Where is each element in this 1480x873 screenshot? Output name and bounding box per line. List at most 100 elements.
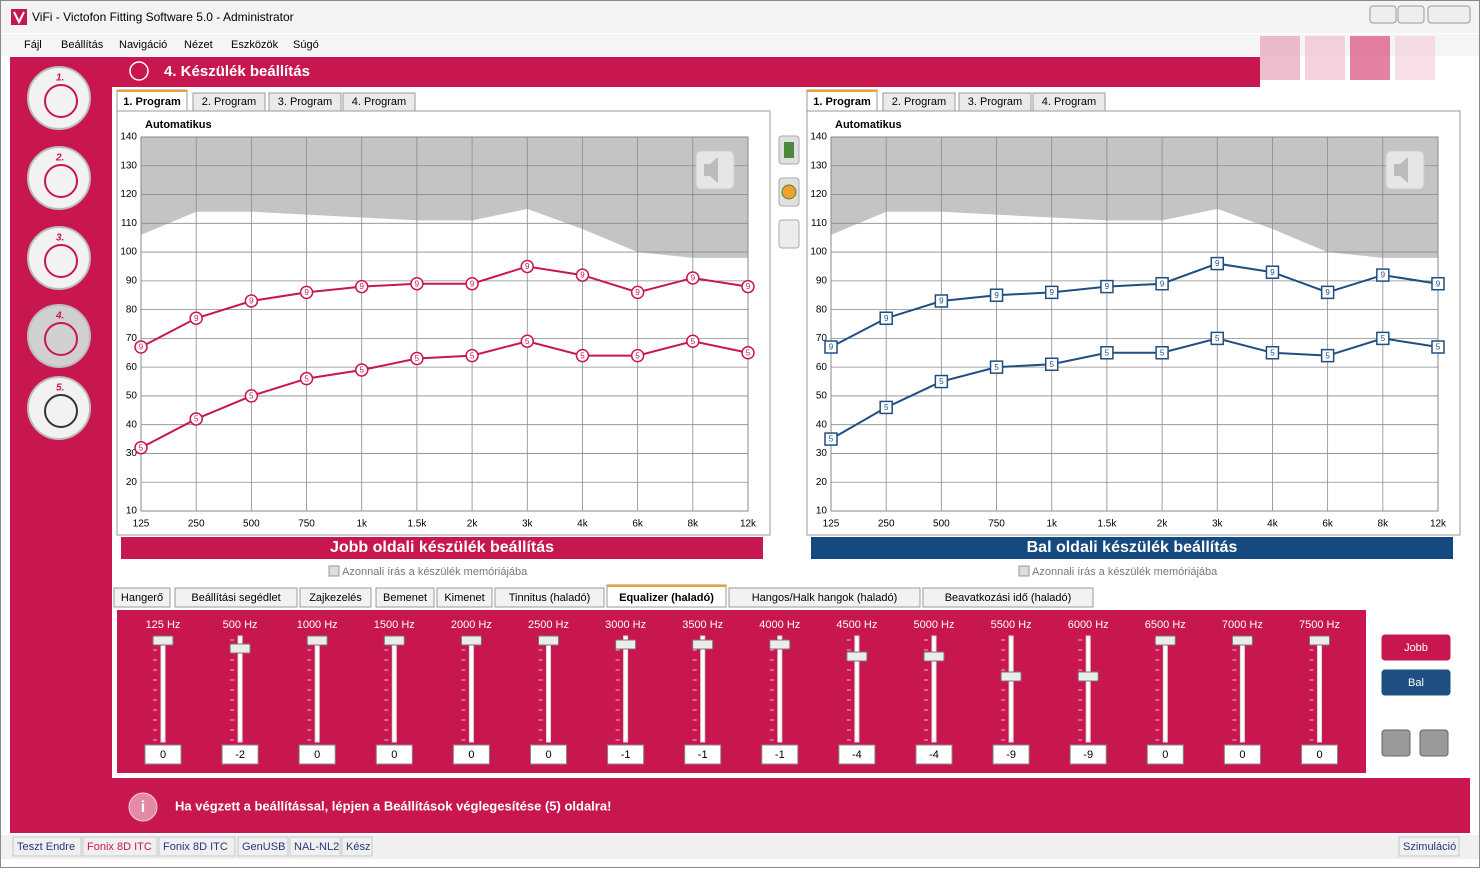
slider-thumb[interactable] bbox=[1077, 671, 1099, 682]
curve-marker bbox=[879, 311, 893, 325]
tool-icon bbox=[784, 142, 794, 158]
band-label: 6500 Hz bbox=[1145, 619, 1186, 631]
y-tick-label: 20 bbox=[816, 477, 828, 488]
menu-item[interactable]: Navigáció bbox=[119, 39, 167, 51]
marker-label: 9 bbox=[1050, 288, 1055, 297]
menu-bar bbox=[1, 34, 1479, 56]
message-text: Ha végzett a beállítással, lépjen a Beál… bbox=[175, 798, 611, 813]
slider-thumb[interactable] bbox=[460, 635, 482, 646]
settings-tab[interactable] bbox=[299, 587, 372, 608]
band-value: -9 bbox=[1083, 749, 1093, 761]
marker-label: 9 bbox=[1436, 279, 1441, 288]
slider-thumb[interactable] bbox=[692, 639, 714, 650]
settings-tab[interactable] bbox=[436, 587, 493, 608]
value-box bbox=[452, 744, 490, 765]
chart-mode-label: Automatikus bbox=[145, 119, 212, 131]
step-button[interactable] bbox=[27, 66, 91, 130]
step-button[interactable] bbox=[27, 226, 91, 290]
marker-label: 9 bbox=[1325, 288, 1330, 297]
tool-button[interactable] bbox=[778, 219, 800, 249]
band-value: -4 bbox=[852, 749, 862, 761]
x-tick-label: 8k bbox=[1378, 519, 1390, 530]
slider-thumb[interactable] bbox=[1309, 635, 1330, 646]
step-icon bbox=[44, 244, 78, 278]
maximize-button[interactable] bbox=[1397, 5, 1425, 24]
logo-blur bbox=[1350, 36, 1390, 80]
marker-label: 5 bbox=[139, 443, 144, 452]
x-tick-label: 1k bbox=[1046, 519, 1058, 530]
marker-label: 9 bbox=[746, 282, 751, 291]
step-button[interactable] bbox=[27, 304, 91, 368]
curve-marker bbox=[1044, 285, 1059, 300]
settings-tab[interactable] bbox=[174, 587, 298, 608]
marker-label: 5 bbox=[470, 351, 475, 360]
slider-thumb[interactable] bbox=[538, 635, 559, 646]
curve-marker bbox=[1431, 276, 1445, 291]
settings-tab[interactable] bbox=[922, 587, 1094, 608]
step-button[interactable] bbox=[27, 146, 91, 210]
settings-tab[interactable] bbox=[375, 587, 435, 608]
slider-thumb[interactable] bbox=[1000, 671, 1022, 682]
slider-thumb[interactable] bbox=[615, 639, 637, 650]
minimize-button[interactable] bbox=[1369, 5, 1397, 24]
plot-border bbox=[140, 136, 749, 512]
status-text: NAL-NL2 bbox=[294, 841, 339, 853]
x-tick-label: 1k bbox=[356, 519, 368, 530]
slider-thumb[interactable] bbox=[1154, 635, 1176, 646]
menu-item[interactable]: Súgó bbox=[293, 39, 319, 51]
curve-marker bbox=[934, 374, 949, 389]
side-banner bbox=[811, 537, 1453, 559]
eq-tool-button[interactable] bbox=[1419, 729, 1449, 757]
side-button[interactable] bbox=[1380, 668, 1452, 697]
value-box bbox=[298, 744, 336, 765]
status-text: Fonix 8D ITC bbox=[87, 841, 152, 853]
slider-thumb[interactable] bbox=[306, 635, 328, 646]
step-button[interactable] bbox=[27, 376, 91, 440]
x-tick-label: 1.5k bbox=[407, 519, 427, 530]
marker-label: 9 bbox=[1215, 259, 1220, 268]
menu-item[interactable]: Fájl bbox=[24, 39, 42, 51]
menu-item[interactable]: Nézet bbox=[184, 39, 213, 51]
settings-tab-label: Zajkezelés bbox=[309, 592, 362, 604]
program-tab-label: 3. Program bbox=[278, 96, 332, 108]
band-label: 6000 Hz bbox=[1068, 619, 1109, 631]
eq-tool-button[interactable] bbox=[1381, 729, 1411, 757]
close-button[interactable] bbox=[1427, 5, 1471, 24]
slider-thumb[interactable] bbox=[229, 643, 251, 654]
settings-tab-label: Beavatkozási idő (haladó) bbox=[945, 592, 1072, 604]
curve-marker bbox=[134, 440, 148, 455]
band-value: 0 bbox=[391, 749, 397, 761]
menu-item[interactable]: Beállítás bbox=[61, 39, 104, 51]
marker-label: 9 bbox=[884, 314, 889, 323]
y-tick-label: 140 bbox=[810, 132, 827, 143]
settings-tab[interactable] bbox=[728, 587, 921, 608]
curve-marker bbox=[299, 285, 314, 300]
settings-tab[interactable] bbox=[494, 587, 605, 608]
status-cell bbox=[237, 836, 289, 857]
slider-thumb[interactable] bbox=[769, 639, 791, 650]
checkbox-label: Azonnali írás a készülék memóriájába bbox=[342, 566, 528, 578]
marker-label: 9 bbox=[1270, 268, 1275, 277]
curve-marker bbox=[575, 348, 590, 363]
settings-tab[interactable] bbox=[113, 587, 171, 608]
band-label: 7000 Hz bbox=[1222, 619, 1263, 631]
program-tab-label: 1. Program bbox=[813, 96, 871, 108]
y-tick-label: 80 bbox=[816, 304, 828, 315]
curve-marker bbox=[824, 340, 838, 354]
menu-item[interactable]: Eszközök bbox=[231, 39, 279, 51]
checkbox[interactable] bbox=[1018, 565, 1030, 577]
y-tick-label: 40 bbox=[816, 419, 828, 430]
checkbox[interactable] bbox=[328, 565, 340, 577]
slider-thumb[interactable] bbox=[383, 635, 405, 646]
y-tick-label: 90 bbox=[126, 275, 138, 286]
slider-track bbox=[1239, 635, 1245, 743]
slider-thumb[interactable] bbox=[846, 651, 868, 662]
slider-thumb[interactable] bbox=[1231, 635, 1253, 646]
slider-thumb[interactable] bbox=[923, 651, 945, 662]
curve-marker bbox=[1265, 265, 1280, 279]
side-button[interactable] bbox=[1380, 633, 1452, 662]
slider-thumb[interactable] bbox=[152, 635, 174, 646]
value-box bbox=[838, 744, 876, 765]
slider-track bbox=[391, 635, 397, 743]
header-icon bbox=[129, 61, 149, 81]
